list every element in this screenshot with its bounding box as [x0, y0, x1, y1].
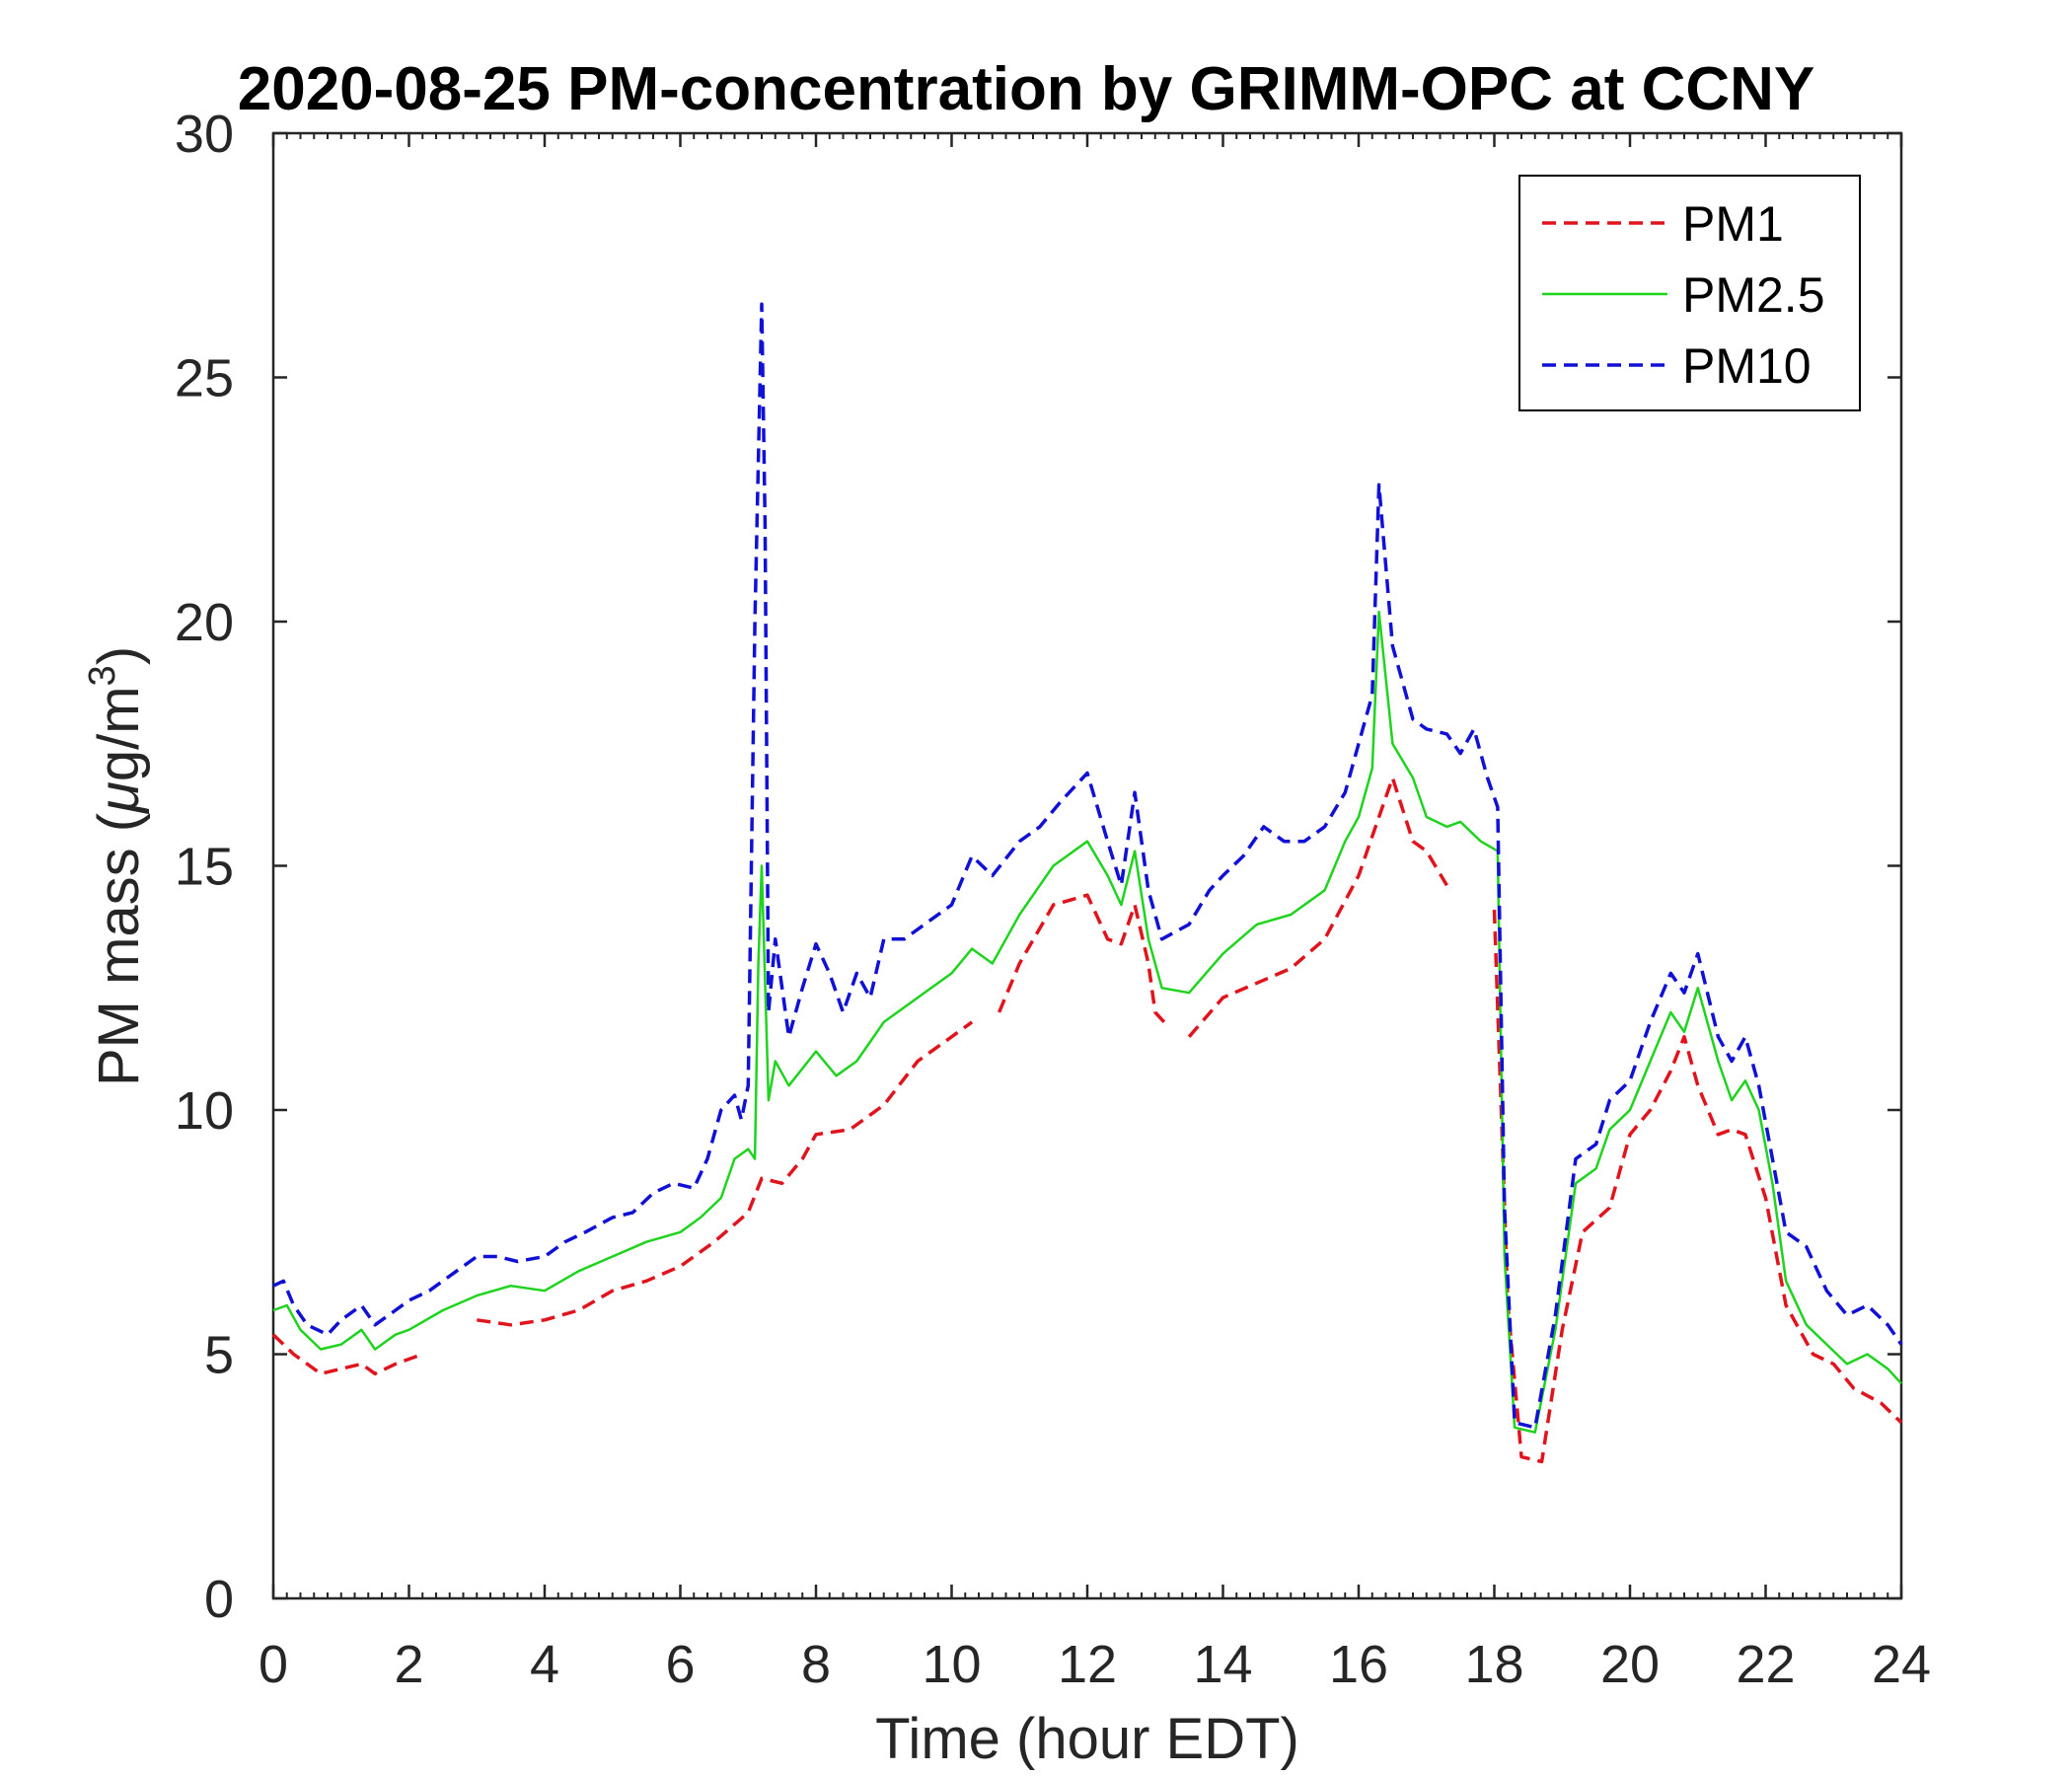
legend-label-pm25: PM2.5 — [1682, 267, 1825, 323]
legend-label-pm10: PM10 — [1682, 338, 1812, 394]
y-tick-label: 30 — [175, 105, 234, 164]
x-tick-label: 22 — [1736, 1635, 1795, 1694]
x-tick-label: 8 — [801, 1635, 831, 1694]
x-tick-label: 10 — [922, 1635, 981, 1694]
x-tick-labels: 0 2 4 6 8 10 12 14 16 18 20 22 24 — [259, 1635, 1931, 1694]
series-lines — [271, 302, 1903, 1464]
y-axis-label-mu: μ — [87, 781, 151, 815]
x-tick-label: 16 — [1329, 1635, 1388, 1694]
x-tick-label: 14 — [1193, 1635, 1252, 1694]
legend-label-pm1: PM1 — [1682, 196, 1784, 252]
y-tick-label: 15 — [175, 838, 234, 897]
minor-ticks — [285, 133, 1889, 1598]
chart-title: 2020-08-25 PM-concentration by GRIMM-OPC… — [238, 55, 1815, 123]
x-tick-label: 2 — [394, 1635, 423, 1694]
y-axis-label-prefix: PM mass ( — [87, 813, 151, 1086]
x-tick-label: 20 — [1600, 1635, 1660, 1694]
y-axis-label: PM mass (μg/m3) — [82, 646, 151, 1086]
y-axis-label-suffix: ) — [87, 646, 151, 665]
x-tick-label: 24 — [1872, 1635, 1931, 1694]
y-tick-label: 5 — [204, 1326, 234, 1385]
x-tick-label: 18 — [1464, 1635, 1523, 1694]
x-tick-label: 12 — [1058, 1635, 1117, 1694]
x-tick-label: 0 — [259, 1635, 288, 1694]
major-ticks — [271, 131, 1903, 1600]
y-axis-label-exponent: 3 — [82, 665, 123, 686]
x-tick-label: 6 — [665, 1635, 695, 1694]
y-tick-label: 25 — [175, 349, 234, 408]
series-line-pm25 — [272, 610, 1902, 1434]
y-tick-label: 0 — [204, 1570, 234, 1629]
x-axis-label: Time (hour EDT) — [875, 1707, 1299, 1771]
series-line-pm1 — [271, 776, 1903, 1464]
y-tick-label: 10 — [175, 1081, 234, 1141]
plot-area — [271, 131, 1903, 1600]
y-tick-label: 20 — [175, 593, 234, 652]
y-axis-label-unit: g/m — [87, 686, 151, 781]
x-tick-label: 4 — [530, 1635, 559, 1694]
y-tick-labels: 0 5 10 15 20 25 30 — [175, 105, 234, 1629]
series-line-pm10 — [272, 302, 1903, 1430]
legend: PM1 PM2.5 PM10 — [1518, 175, 1861, 411]
